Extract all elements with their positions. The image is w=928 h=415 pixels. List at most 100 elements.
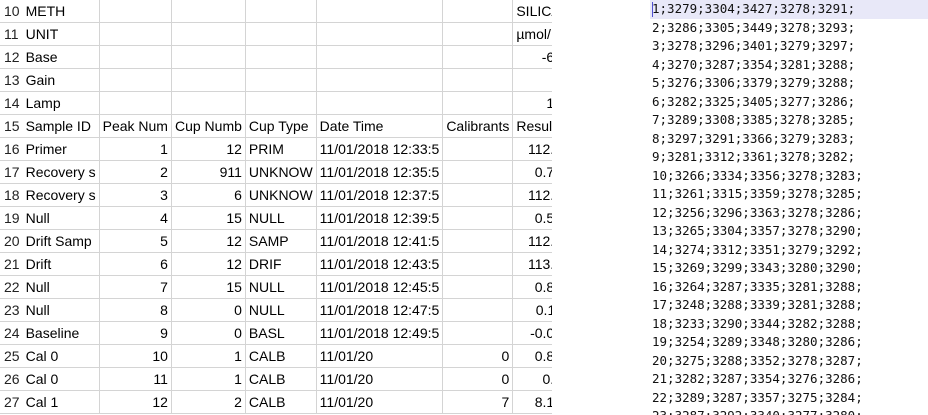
cell[interactable]: 3: [99, 183, 172, 207]
row-header[interactable]: 19: [0, 206, 23, 230]
text-line[interactable]: 13;3265;3304;3357;3278;3290;: [652, 223, 863, 238]
cell[interactable]: Drift Samp: [22, 229, 100, 253]
cell[interactable]: 11/01/20: [316, 390, 444, 414]
row-header[interactable]: 11: [0, 22, 23, 46]
row-header[interactable]: 24: [0, 321, 23, 345]
cell[interactable]: 112.757: [512, 137, 552, 161]
row-header[interactable]: 16: [0, 137, 23, 161]
cell[interactable]: [99, 68, 172, 92]
text-line[interactable]: 15;3269;3299;3343;3280;3290;: [652, 260, 863, 275]
cell[interactable]: CALB: [245, 344, 317, 368]
cell[interactable]: [245, 91, 317, 115]
cell[interactable]: 12: [171, 229, 246, 253]
cell[interactable]: 8.1233: [512, 390, 552, 414]
text-line[interactable]: 6;3282;3325;3405;3277;3286;: [652, 93, 856, 109]
row-header[interactable]: 12: [0, 45, 23, 69]
cell[interactable]: 11/01/2018 12:37:5: [316, 183, 444, 207]
cell[interactable]: 19: [512, 68, 552, 92]
cell[interactable]: 8: [99, 298, 172, 322]
cell[interactable]: [442, 298, 514, 322]
cell[interactable]: Results 1: [512, 114, 552, 138]
text-line[interactable]: 5;3276;3306;3379;3279;3288;: [652, 75, 856, 90]
text-line[interactable]: 12;3256;3296;3363;3278;3286;: [652, 204, 863, 220]
cell[interactable]: [442, 321, 514, 345]
cell[interactable]: 11/01/2018 12:35:5: [316, 160, 444, 184]
text-line[interactable]: 4;3270;3287;3354;3281;3288;: [652, 56, 856, 72]
cell[interactable]: 11/01/2018 12:47:5: [316, 298, 444, 322]
cell[interactable]: 113.074: [512, 252, 552, 276]
text-line[interactable]: 1;3279;3304;3427;3278;3291;: [650, 0, 928, 19]
text-line[interactable]: 22;3289;3287;3357;3275;3284;: [652, 389, 863, 405]
cell[interactable]: [442, 45, 514, 69]
cell[interactable]: [316, 0, 444, 23]
cell[interactable]: 11/01/2018 12:43:5: [316, 252, 444, 276]
cell[interactable]: [99, 45, 172, 69]
text-line[interactable]: 16;3264;3287;3335;3281;3288;: [652, 278, 863, 294]
cell[interactable]: Cup Type: [245, 114, 317, 138]
cell[interactable]: 0: [171, 321, 246, 345]
cell[interactable]: 11/01/2018 12:49:5: [316, 321, 444, 345]
cell[interactable]: Cup Numb: [171, 114, 246, 138]
cell[interactable]: [171, 45, 246, 69]
cell[interactable]: [171, 91, 246, 115]
cell[interactable]: [442, 206, 514, 230]
cell[interactable]: [442, 137, 514, 161]
cell[interactable]: 12: [99, 390, 172, 414]
row-header[interactable]: 27: [0, 390, 23, 414]
text-line[interactable]: 2;3286;3305;3449;3278;3293;: [652, 19, 856, 35]
cell[interactable]: Base: [22, 45, 100, 69]
cell[interactable]: Recovery s: [22, 160, 100, 184]
cell[interactable]: 11/01/2018 12:41:5: [316, 229, 444, 253]
cell[interactable]: NULL: [245, 298, 317, 322]
cell[interactable]: [99, 0, 172, 23]
row-header[interactable]: 15: [0, 114, 23, 138]
cell[interactable]: 0.5772: [512, 206, 552, 230]
cell[interactable]: 0.8155: [512, 275, 552, 299]
row-header[interactable]: 18: [0, 183, 23, 207]
cell[interactable]: Sample ID: [22, 114, 100, 138]
text-line[interactable]: 8;3297;3291;3366;3279;3283;: [652, 130, 856, 146]
cell[interactable]: 0.1139: [512, 298, 552, 322]
cell[interactable]: [245, 22, 317, 46]
cell[interactable]: DRIF: [245, 252, 317, 276]
cell[interactable]: Calibrants: [442, 114, 514, 138]
cell[interactable]: Recovery s: [22, 183, 100, 207]
row-header[interactable]: 10: [0, 0, 23, 23]
cell[interactable]: Cal 0: [22, 344, 100, 368]
cell[interactable]: 0.8976: [512, 344, 552, 368]
text-line[interactable]: 10;3266;3334;3356;3278;3283;: [652, 167, 863, 183]
cell[interactable]: 112.987: [512, 183, 552, 207]
cell[interactable]: 0: [442, 367, 514, 391]
cell[interactable]: [442, 91, 514, 115]
cell[interactable]: -6444: [512, 45, 552, 69]
cell[interactable]: 11/01/2018 12:39:5: [316, 206, 444, 230]
cell[interactable]: [442, 183, 514, 207]
cell[interactable]: Baseline: [22, 321, 100, 345]
cell[interactable]: Date Time: [316, 114, 444, 138]
cell[interactable]: 0.789: [512, 367, 552, 391]
cell[interactable]: BASL: [245, 321, 317, 345]
row-header[interactable]: 14: [0, 91, 23, 115]
cell[interactable]: Drift: [22, 252, 100, 276]
cell[interactable]: [316, 91, 444, 115]
cell[interactable]: NULL: [245, 275, 317, 299]
cell[interactable]: 11/01/20: [316, 367, 444, 391]
cell[interactable]: Null: [22, 206, 100, 230]
text-line[interactable]: 7;3289;3308;3385;3278;3285;: [652, 112, 856, 127]
cell[interactable]: 1: [171, 367, 246, 391]
cell[interactable]: [442, 229, 514, 253]
cell[interactable]: [442, 22, 514, 46]
cell[interactable]: µmol/L: [512, 22, 552, 46]
row-header[interactable]: 23: [0, 298, 23, 322]
cell[interactable]: 0: [442, 344, 514, 368]
cell[interactable]: PRIM: [245, 137, 317, 161]
cell[interactable]: 1: [99, 137, 172, 161]
cell[interactable]: [442, 0, 514, 23]
cell[interactable]: 4: [99, 206, 172, 230]
cell[interactable]: 11: [99, 367, 172, 391]
text-line[interactable]: 19;3254;3289;3348;3280;3286;: [652, 334, 863, 349]
cell[interactable]: 11/01/20: [316, 344, 444, 368]
cell[interactable]: [442, 252, 514, 276]
cell[interactable]: [171, 22, 246, 46]
cell[interactable]: 12: [171, 137, 246, 161]
